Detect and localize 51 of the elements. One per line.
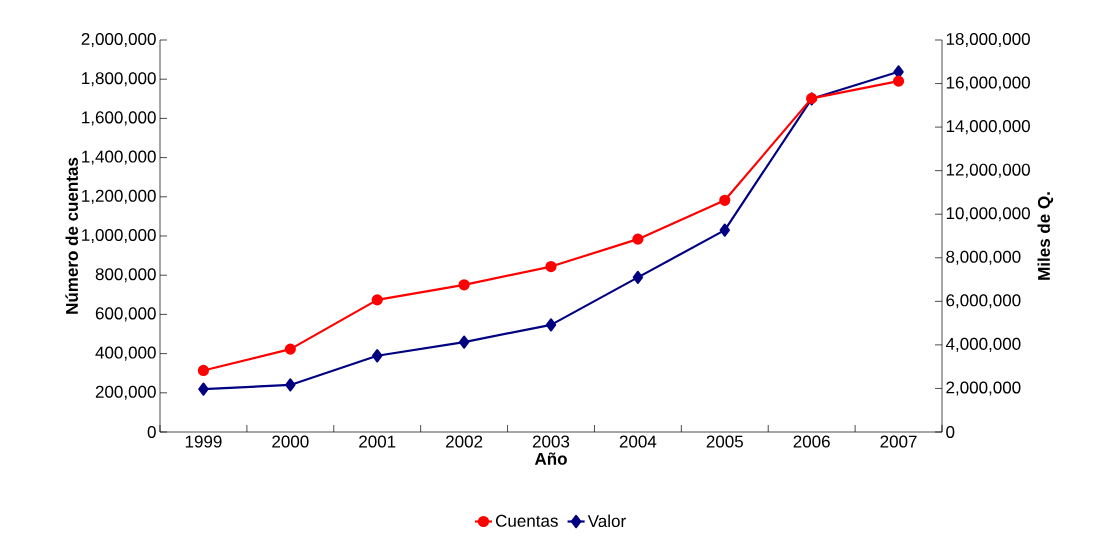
y-axis-title: Número de cuentas [65,157,78,314]
y2-tick-label: 18,000,000 [946,32,1030,48]
y-tick-label: 1,800,000 [82,72,156,87]
y2-tick-label: 16,000,000 [946,76,1030,91]
y2-tick-label: 12,000,000 [946,163,1030,178]
y2-tick-label: 10,000,000 [946,207,1030,222]
point [719,223,731,237]
point [458,279,470,291]
y2-tick-label: 6,000,000 [946,294,1021,309]
legend-label: Cuentas [495,514,558,527]
point [893,65,904,79]
y2-tick-label: 14,000,000 [946,120,1030,135]
y2-tick-label: 8,000,000 [946,250,1021,265]
y2-axis-title: Miles de Q. [1037,192,1054,280]
y-tick-label: 800,000 [95,268,156,283]
y-tick-label: 200,000 [95,385,156,400]
y-tick-label: 600,000 [95,307,156,322]
point [198,382,209,396]
point [458,335,470,349]
y-tick-label: 0 [147,425,156,439]
x-tick-label: 2005 [706,435,743,448]
x-tick-label: 2003 [532,435,570,448]
point [545,260,557,273]
legend-label: Valor [587,514,626,528]
point [197,364,210,377]
x-tick-label: 2002 [446,435,483,448]
y-tick-label: 2,000,000 [81,32,156,48]
x-tick-label: 2007 [880,435,917,448]
y-tick-label: 1,400,000 [82,150,156,165]
x-tick-label: 1999 [185,435,222,448]
x-tick-label: 2000 [272,435,309,448]
y-tick-label: 400,000 [95,346,156,361]
y2-tick-label: 2,000,000 [946,381,1021,396]
y-tick-label: 1,600,000 [82,111,156,126]
x-tick-label: 2004 [619,435,657,448]
point [372,349,383,363]
point [285,378,296,392]
x-axis-title: Año [534,452,567,465]
point [284,343,296,355]
point [632,270,644,284]
x-tick-label: 2001 [359,435,396,448]
y2-tick-label: 0 [946,425,955,439]
point [371,294,383,306]
y2-tick-label: 4,000,000 [945,337,1021,352]
point [545,318,557,332]
x-tick-label: 2006 [793,435,830,448]
point [632,233,644,245]
point [719,194,731,206]
point [892,75,905,87]
y-tick-label: 1,200,000 [82,189,156,204]
y-tick-label: 1,000,000 [82,228,156,244]
